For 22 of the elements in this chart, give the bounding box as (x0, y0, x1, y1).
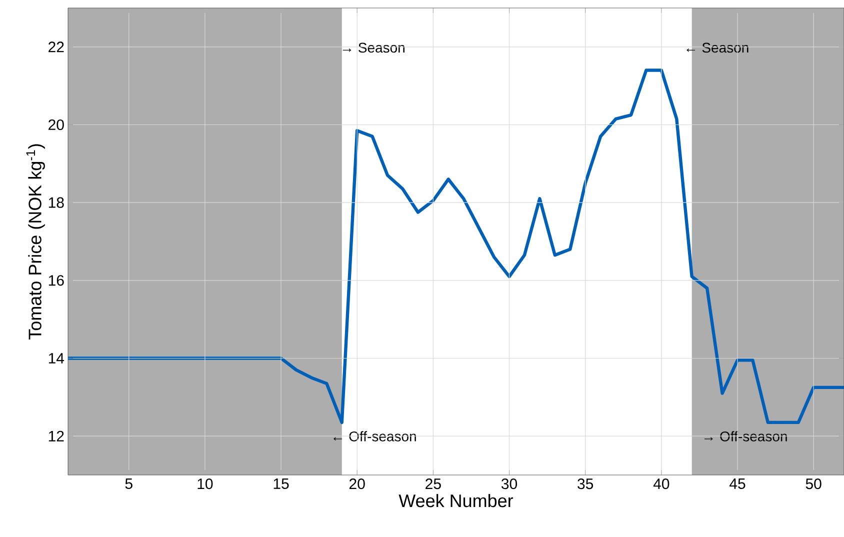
y-tick-label: 18 (48, 197, 64, 208)
x-tick-label: 15 (274, 478, 289, 489)
y-tick-label: 12 (48, 430, 64, 442)
x-axis-title: Week Number (398, 494, 514, 508)
y-tick-label: 14 (48, 353, 64, 364)
x-tick-label: 5 (125, 478, 132, 489)
x-tick-label: 35 (578, 478, 594, 490)
y-tick-label: 20 (48, 119, 64, 130)
x-tick-label: 50 (806, 478, 822, 490)
x-tick-label: 20 (350, 478, 365, 490)
x-tick-label: 25 (426, 478, 441, 490)
y-tick-label: 22 (48, 42, 64, 52)
y-axis-title: Tomato Price (NOK kg$^{-1}$) (26, 144, 45, 340)
annotation: ← Off-season (334, 431, 416, 442)
y-tick-label: 16 (48, 275, 64, 286)
x-tick-label: 30 (501, 478, 518, 490)
annotation: → Season (342, 42, 404, 53)
annotation: → Off-season (704, 431, 787, 442)
x-tick-label: 40 (653, 478, 670, 490)
x-tick-label: 45 (729, 478, 746, 489)
x-tick-label: 10 (198, 478, 213, 490)
annotation: ← Season (686, 42, 748, 53)
